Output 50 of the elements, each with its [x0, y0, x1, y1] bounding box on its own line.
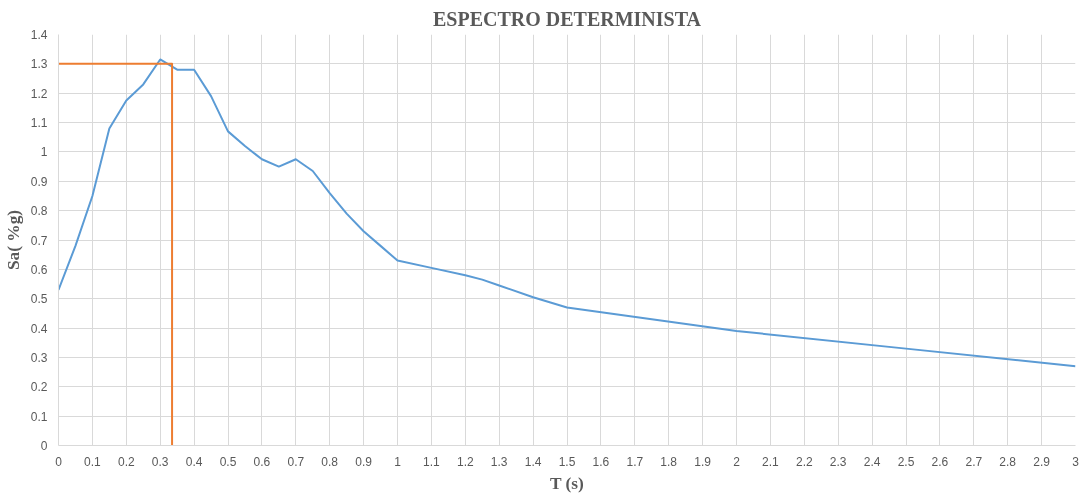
- y-tick-label: 0.5: [30, 292, 48, 307]
- x-tick-label: 1.3: [490, 454, 508, 469]
- y-tick-label: 0.6: [30, 262, 48, 277]
- x-tick-label: 2.8: [999, 454, 1017, 469]
- y-axis-title: Sa( %g): [3, 209, 23, 271]
- x-tick-label: 2.3: [829, 454, 847, 469]
- x-tick-label: 2.7: [965, 454, 983, 469]
- x-tick-label: 2: [733, 454, 741, 469]
- x-tick-label: 1: [394, 454, 402, 469]
- x-tick-label: 0.5: [219, 454, 237, 469]
- x-tick-label: 0.6: [253, 454, 271, 469]
- y-tick-label: 0.8: [30, 204, 48, 219]
- y-tick-label: 1.3: [30, 57, 48, 72]
- y-tick-label: 1.2: [30, 86, 48, 101]
- y-tick-label: 1: [40, 145, 48, 160]
- y-tick-label: 0: [40, 439, 48, 453]
- y-tick-label: 0.7: [30, 233, 48, 248]
- y-tick-label: 0.4: [30, 321, 48, 336]
- x-tick-label: 2.2: [795, 454, 813, 469]
- x-tick-label: 0.3: [151, 454, 169, 469]
- x-tick-label: 1.8: [660, 454, 678, 469]
- x-tick-label: 0.7: [287, 454, 305, 469]
- x-tick-label: 2.6: [931, 454, 949, 469]
- y-tick-label: 0.2: [30, 380, 48, 395]
- x-tick-label: 1.5: [558, 454, 576, 469]
- x-tick-label: 1.2: [456, 454, 474, 469]
- x-tick-label: 1.6: [592, 454, 610, 469]
- x-tick-label: 2.1: [762, 454, 780, 469]
- x-tick-label: 1.7: [626, 454, 644, 469]
- x-tick-label: 1.4: [524, 454, 542, 469]
- x-tick-label: 0.1: [84, 454, 102, 469]
- y-tick-label: 0.3: [30, 350, 48, 365]
- y-tick-label: 1.4: [30, 28, 48, 42]
- x-tick-label: 1.9: [694, 454, 712, 469]
- x-tick-label: 2.9: [1033, 454, 1051, 469]
- x-tick-label: 2.5: [897, 454, 915, 469]
- chart-title: ESPECTRO DETERMINISTA: [432, 7, 702, 30]
- x-tick-label: 2.4: [863, 454, 881, 469]
- x-tick-label: 0.9: [355, 454, 373, 469]
- x-tick-label: 1.1: [423, 454, 441, 469]
- y-tick-label: 1.1: [30, 116, 48, 131]
- x-tick-label: 0: [55, 454, 63, 469]
- line-series: [58, 58, 1076, 368]
- y-tick-label: 0.9: [30, 174, 48, 189]
- x-axis-title: T (s): [549, 473, 584, 493]
- y-tick-label: 0.1: [30, 409, 48, 424]
- x-tick-label: 0.4: [185, 454, 203, 469]
- x-tick-label: 0.2: [117, 454, 135, 469]
- x-tick-label: 0.8: [321, 454, 339, 469]
- x-tick-label: 3: [1072, 454, 1080, 469]
